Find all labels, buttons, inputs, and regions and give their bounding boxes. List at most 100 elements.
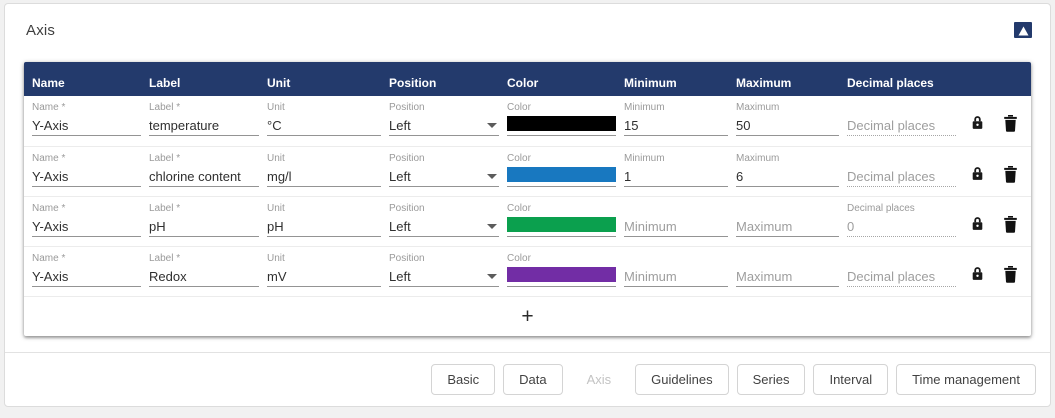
position-field-label: Position [389, 253, 425, 264]
minimum-input[interactable] [624, 266, 728, 287]
nav-button-time-management[interactable]: Time management [896, 364, 1036, 395]
maximum-input[interactable] [736, 115, 839, 136]
maximum-cell: Maximum [736, 96, 847, 146]
minimum-input[interactable] [624, 216, 728, 237]
decimal-places-input [847, 216, 956, 237]
nav-button-axis: Axis [570, 364, 628, 395]
color-cell: Color [507, 247, 624, 296]
color-input[interactable] [507, 115, 616, 136]
footer-nav: Basic Data Axis Guidelines Series Interv… [5, 353, 1050, 406]
column-header-minimum: Minimum [624, 76, 677, 90]
lock-cell [964, 247, 999, 296]
position-select[interactable]: Left [389, 115, 499, 136]
maximum-input[interactable] [736, 216, 839, 237]
axis-row: Name * Label * Unit Position Left Color [24, 146, 1031, 196]
lock-cell [964, 96, 999, 146]
name-input[interactable] [32, 166, 141, 187]
maximum-input[interactable] [736, 166, 839, 187]
position-field-label: Position [389, 153, 425, 164]
lock-cell [964, 147, 999, 196]
position-value: Left [389, 117, 411, 133]
decimal-places-cell [847, 147, 964, 196]
name-input[interactable] [32, 115, 141, 136]
name-input[interactable] [32, 266, 141, 287]
lock-icon[interactable] [971, 266, 984, 281]
name-cell: Name * [32, 197, 149, 246]
color-cell: Color [507, 197, 624, 246]
decimal-places-cell [847, 247, 964, 296]
minimum-cell [624, 197, 736, 246]
label-input[interactable] [149, 216, 259, 237]
position-select[interactable]: Left [389, 216, 499, 237]
trash-icon[interactable] [1003, 266, 1018, 283]
nav-button-basic[interactable]: Basic [431, 364, 496, 395]
image-icon[interactable] [1014, 22, 1032, 38]
label-field-label: Label * [149, 253, 181, 264]
lock-icon[interactable] [971, 115, 984, 130]
nav-button-guidelines[interactable]: Guidelines [635, 364, 729, 395]
label-cell: Label * [149, 197, 267, 246]
label-cell: Label * [149, 247, 267, 296]
name-input[interactable] [32, 216, 141, 237]
label-cell: Label * [149, 96, 267, 146]
column-header-name: Name [32, 76, 65, 90]
name-field-label: Name * [32, 153, 66, 164]
position-select[interactable]: Left [389, 266, 499, 287]
table-header-row: Name Label Unit Position Color Minimum M… [24, 62, 1031, 96]
column-header-decimal-places: Decimal places [847, 76, 934, 90]
lock-cell [964, 197, 999, 246]
trash-icon[interactable] [1003, 216, 1018, 233]
decimal-places-input [847, 115, 956, 136]
name-cell: Name * [32, 96, 149, 146]
name-field-label: Name * [32, 253, 66, 264]
color-swatch [507, 217, 616, 232]
label-input[interactable] [149, 266, 259, 287]
unit-input[interactable] [267, 166, 381, 187]
decimal-places-cell: Decimal places [847, 197, 964, 246]
color-swatch [507, 267, 616, 282]
decimal-field-label [847, 252, 956, 266]
trash-icon[interactable] [1003, 166, 1018, 183]
maximum-cell: Maximum [736, 147, 847, 196]
minimum-field-label [624, 252, 728, 266]
add-axis-button[interactable]: + [24, 296, 1031, 336]
minimum-field-label: Minimum [624, 102, 665, 113]
color-cell: Color [507, 96, 624, 146]
minimum-cell: Minimum [624, 147, 736, 196]
unit-input[interactable] [267, 216, 381, 237]
position-field-label: Position [389, 203, 425, 214]
position-cell: Position Left [389, 96, 507, 146]
name-cell: Name * [32, 247, 149, 296]
position-cell: Position Left [389, 147, 507, 196]
label-input[interactable] [149, 115, 259, 136]
lock-icon[interactable] [971, 216, 984, 231]
minimum-cell [624, 247, 736, 296]
plus-icon: + [521, 304, 534, 328]
maximum-input[interactable] [736, 266, 839, 287]
color-swatch [507, 116, 616, 131]
label-input[interactable] [149, 166, 259, 187]
color-field-label: Color [507, 153, 531, 164]
maximum-field-label: Maximum [736, 102, 780, 113]
axis-table: Name Label Unit Position Color Minimum M… [24, 62, 1031, 336]
axis-row: Name * Label * Unit Position Left Color [24, 246, 1031, 296]
color-input[interactable] [507, 266, 616, 287]
unit-cell: Unit [267, 197, 389, 246]
minimum-input[interactable] [624, 115, 728, 136]
nav-button-series[interactable]: Series [736, 364, 806, 395]
color-input[interactable] [507, 216, 616, 237]
minimum-input[interactable] [624, 166, 728, 187]
trash-icon[interactable] [1003, 115, 1018, 132]
column-header-color: Color [507, 76, 539, 90]
color-field-label: Color [507, 253, 531, 264]
unit-input[interactable] [267, 266, 381, 287]
lock-icon[interactable] [971, 166, 984, 181]
unit-input[interactable] [267, 115, 381, 136]
position-select[interactable]: Left [389, 166, 499, 187]
position-cell: Position Left [389, 247, 507, 296]
column-header-maximum: Maximum [736, 76, 792, 90]
color-input[interactable] [507, 166, 616, 187]
nav-button-interval[interactable]: Interval [813, 364, 889, 395]
nav-button-data[interactable]: Data [503, 364, 563, 395]
axis-settings-panel: Axis Name Label Unit Position Color Mini… [4, 3, 1051, 407]
